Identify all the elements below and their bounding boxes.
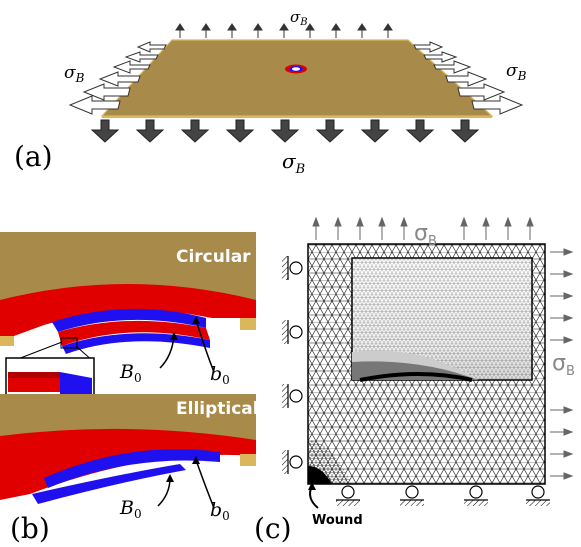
panel-label-c: (c): [254, 512, 292, 545]
mesh-zoom-inset: [351, 257, 533, 382]
pointer-b0-bottom: [195, 459, 215, 509]
elliptical-tissue-bg: [0, 394, 256, 440]
label-B0-bottom: B0: [119, 497, 142, 521]
pointer-B0-bottom: [157, 477, 171, 507]
sigma-left: σB: [64, 63, 85, 85]
left-roller-supports: [282, 256, 303, 474]
sigma-top: σB: [290, 8, 308, 28]
circular-red-inner: [58, 320, 210, 346]
elliptical-blue-edge: [32, 464, 186, 504]
panel-c: σB σB: [254, 216, 575, 545]
left-arrows: [68, 41, 167, 115]
wound-marker: [285, 64, 307, 74]
sigma-right: σB: [506, 61, 527, 83]
circular-title: Circular: [176, 247, 251, 267]
label-b0-top: b0: [210, 363, 230, 387]
panel-label-b: (b): [10, 512, 50, 545]
front-arrows: [90, 119, 480, 143]
circular-blue-band: [52, 308, 206, 332]
elliptical-title: Elliptical: [176, 399, 259, 419]
sigma-bottom: σB: [282, 149, 305, 177]
top-traction-arrows: [312, 216, 534, 240]
panel-label-a: (a): [14, 140, 53, 173]
circular-side-left: [0, 336, 14, 346]
sigma-right-c: σB: [552, 351, 575, 379]
bottom-roller-supports: [336, 485, 550, 506]
label-B0-top: B0: [119, 361, 142, 385]
pointer-b0-top: [195, 319, 215, 373]
circular-side-right: [240, 318, 256, 330]
label-b0-bottom: b0: [210, 499, 230, 523]
right-arrows: [413, 41, 524, 115]
panel-a: σB σB σB σB (a): [14, 8, 527, 177]
sigma-top-c: σB: [414, 221, 437, 249]
wound-dense-core: [308, 466, 332, 484]
panel-b: Circular Elliptical B0 b0: [0, 232, 259, 545]
wound-label: Wound: [312, 513, 363, 528]
top-arrows: [175, 23, 393, 38]
plate: [100, 39, 494, 117]
right-traction-arrows: [550, 248, 574, 480]
elliptical-side-right: [240, 454, 256, 466]
elliptical-blue-band: [44, 449, 220, 488]
